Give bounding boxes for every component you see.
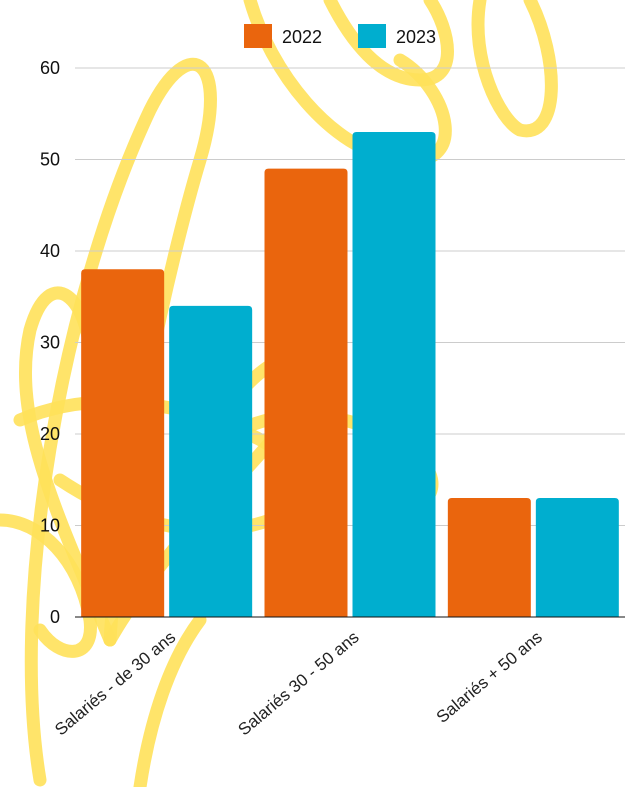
legend-swatch-2022 — [244, 24, 272, 48]
decoration-stroke-6 — [323, 0, 454, 87]
y-axis: 0 10 20 30 40 50 60 — [40, 58, 60, 627]
y-tick-label-40: 40 — [40, 241, 60, 261]
y-tick-label-0: 0 — [50, 607, 60, 627]
y-tick-label-10: 10 — [40, 516, 60, 536]
decoration-stroke-9 — [133, 613, 207, 787]
x-axis: Salariés - de 30 ans Salariés 30 - 50 ans… — [51, 616, 625, 740]
y-tick-label-20: 20 — [40, 424, 60, 444]
decoration-stroke-10 — [0, 513, 97, 658]
bar-2022-2 — [264, 168, 348, 617]
gridlines — [75, 67, 625, 526]
bars — [81, 132, 619, 618]
legend-label-2022: 2022 — [282, 27, 322, 47]
y-tick-label-30: 30 — [40, 333, 60, 353]
legend-swatch-2023 — [358, 24, 386, 48]
legend-label-2023: 2023 — [396, 27, 436, 47]
bar-2023-3 — [535, 498, 619, 617]
bar-2023-1 — [169, 305, 253, 617]
bar-2022-3 — [447, 498, 531, 617]
y-tick-label-60: 60 — [40, 58, 60, 78]
bar-2022-1 — [81, 269, 165, 617]
x-tick-label-3: Salariés + 50 ans — [433, 628, 546, 727]
bar-2023-2 — [352, 132, 436, 618]
x-tick-label-2: Salariés 30 - 50 ans — [235, 628, 363, 740]
decoration-stroke-5 — [471, 0, 558, 138]
decoration-stroke-2 — [18, 286, 117, 647]
legend: 2022 2023 — [244, 24, 436, 48]
y-tick-label-50: 50 — [40, 150, 60, 170]
